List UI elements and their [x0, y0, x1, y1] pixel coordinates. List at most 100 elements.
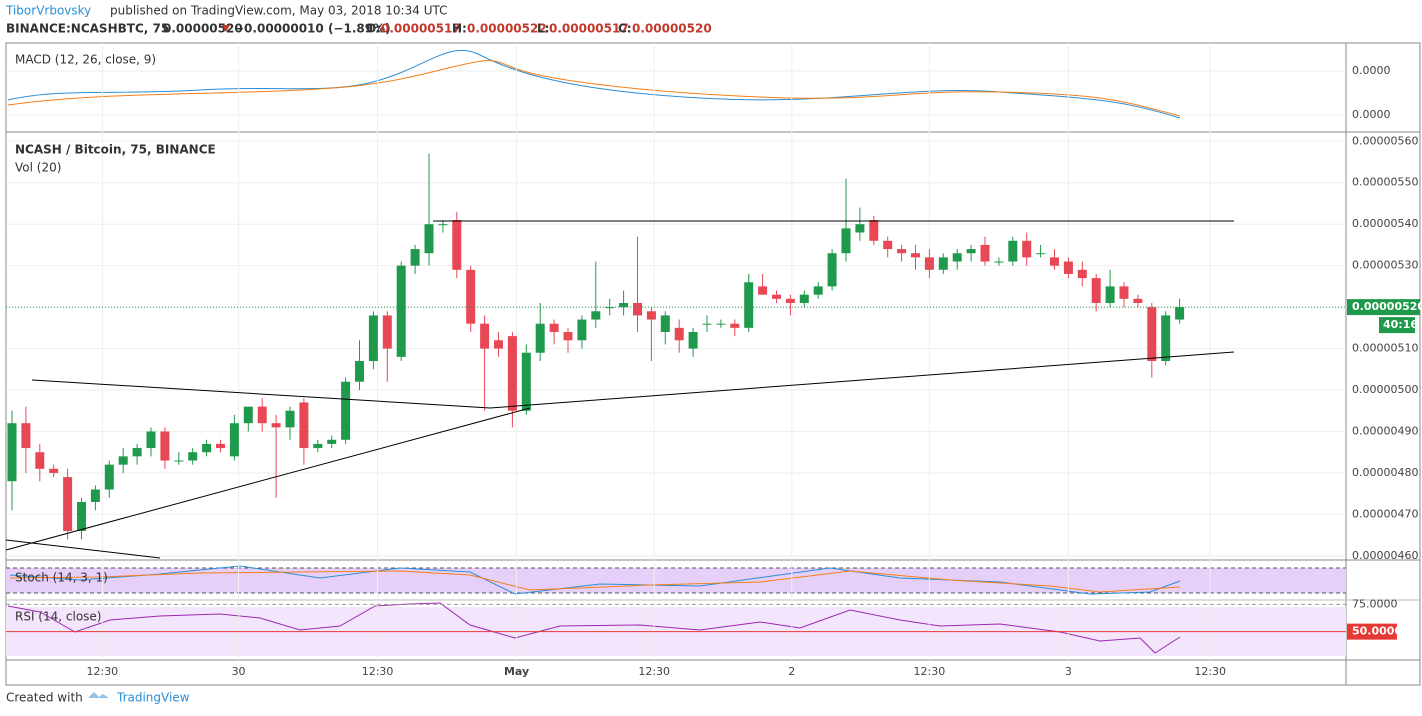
candle-body [1063, 261, 1073, 274]
x-tick-label: 12:30 [86, 665, 118, 678]
candle-body [744, 282, 754, 328]
candle-body [90, 489, 100, 502]
footer-created: Created with [6, 691, 83, 705]
candle-body [869, 220, 879, 241]
macd-title: MACD (12, 26, close, 9) [15, 53, 156, 67]
candle-body [897, 249, 907, 254]
candle-body [313, 443, 323, 449]
candle-body [577, 319, 587, 341]
candle-body [563, 331, 573, 341]
chart-title: NCASH / Bitcoin, 75, BINANCE [15, 143, 216, 157]
y-tick-label: 0.00000540 [1352, 217, 1418, 230]
candle-body [285, 410, 295, 428]
candle-body [1036, 253, 1046, 255]
candle-body [160, 431, 170, 461]
candle-body [980, 244, 990, 262]
candle-body [271, 423, 281, 428]
candle-body [382, 315, 392, 349]
candle-body [188, 452, 198, 461]
o: 0.00000517 [381, 22, 461, 36]
candle-body [229, 423, 239, 457]
candle-body [118, 456, 128, 465]
l: 0.00000517 [549, 22, 629, 36]
candle-body [535, 323, 545, 353]
candle-body [202, 443, 212, 453]
candle-body [494, 340, 503, 349]
candle-body [1133, 298, 1143, 303]
last-price-label: 0.00000520 [1352, 300, 1422, 313]
trend-line [489, 351, 1235, 409]
candle-body [243, 406, 253, 424]
candle-body [827, 253, 837, 287]
x-tick-label: 12:30 [638, 665, 670, 678]
candle-body [1119, 286, 1129, 299]
candle-body [966, 249, 976, 254]
candle-body [799, 294, 809, 303]
y-tick-label: 0.00000550 [1352, 176, 1418, 189]
candle-body [1147, 307, 1157, 362]
candle-body [35, 452, 45, 469]
candle-body [674, 327, 684, 341]
candle-body [1105, 286, 1115, 303]
rsi-tick-label: 50.0000 [1352, 625, 1402, 638]
candle-body [716, 323, 726, 325]
countdown-box [1379, 317, 1415, 334]
candle-body [591, 311, 601, 320]
y-tick-label: 0.00000490 [1352, 424, 1418, 437]
down-arrow [222, 25, 230, 32]
candle-body [883, 240, 893, 250]
o-label: O: [366, 22, 381, 36]
c-label: C: [618, 22, 632, 36]
y-tick-label: 0.00000460 [1352, 549, 1418, 562]
candle-body [758, 286, 768, 295]
candle-body [1161, 315, 1171, 362]
stoch-d [9, 570, 1181, 593]
rsi-tick-label: 75.0000 [1352, 597, 1398, 610]
main-pane [6, 43, 1346, 660]
candle-body [368, 315, 378, 362]
candle-body [730, 323, 740, 328]
x-tick-label: 12:30 [362, 665, 394, 678]
symbol: BINANCE:NCASHBTC, 75 [6, 22, 169, 36]
h: 0.00000522 [467, 22, 547, 36]
candle-body [466, 269, 476, 324]
candle-body [1022, 240, 1032, 258]
trend-line [5, 539, 161, 559]
y-tick-label: 0.00000500 [1352, 383, 1418, 396]
author[interactable]: TiborVrbovsky [5, 4, 91, 18]
candle-body [216, 443, 225, 449]
ohlc-header: BINANCE:NCASHBTC, 75 0.00000520 −0.00000… [6, 22, 712, 36]
candle-body [1077, 269, 1087, 279]
x-tick-label: 12:30 [1194, 665, 1226, 678]
candle-body [688, 331, 698, 349]
candle-body [813, 286, 823, 295]
macd-axis-label: 0.0000 [1352, 64, 1391, 77]
y-tick-label: 0.00000480 [1352, 466, 1418, 479]
candle-body [772, 294, 781, 299]
y-tick-label: 0.00000470 [1352, 507, 1418, 520]
h-label: H: [452, 22, 467, 36]
candle-body [924, 257, 934, 270]
candle-body [646, 311, 656, 320]
x-tick-label: May [504, 665, 529, 678]
last-price-box [1347, 299, 1420, 316]
candle-body [841, 228, 851, 254]
l-label: L: [537, 22, 549, 36]
candle-body [146, 431, 156, 449]
macd-axis-label: 0.0000 [1352, 108, 1391, 121]
candle-body [174, 460, 184, 462]
candle-body [952, 253, 962, 262]
c: 0.00000520 [632, 22, 712, 36]
candle-body [63, 477, 73, 531]
candle-body [49, 468, 59, 473]
candle-body [396, 265, 406, 357]
y-tick-label: 0.00000510 [1352, 342, 1418, 355]
candle-body [911, 253, 920, 258]
chart-subtitle: Vol (20) [15, 161, 61, 175]
candle-body [480, 323, 490, 349]
rsi-title: RSI (14, close) [15, 610, 101, 624]
candle-body [660, 315, 670, 332]
stoch-title: Stoch (14, 3, 1) [15, 571, 108, 585]
candle-body [438, 224, 448, 226]
footer-brand[interactable]: TradingView [116, 691, 190, 705]
